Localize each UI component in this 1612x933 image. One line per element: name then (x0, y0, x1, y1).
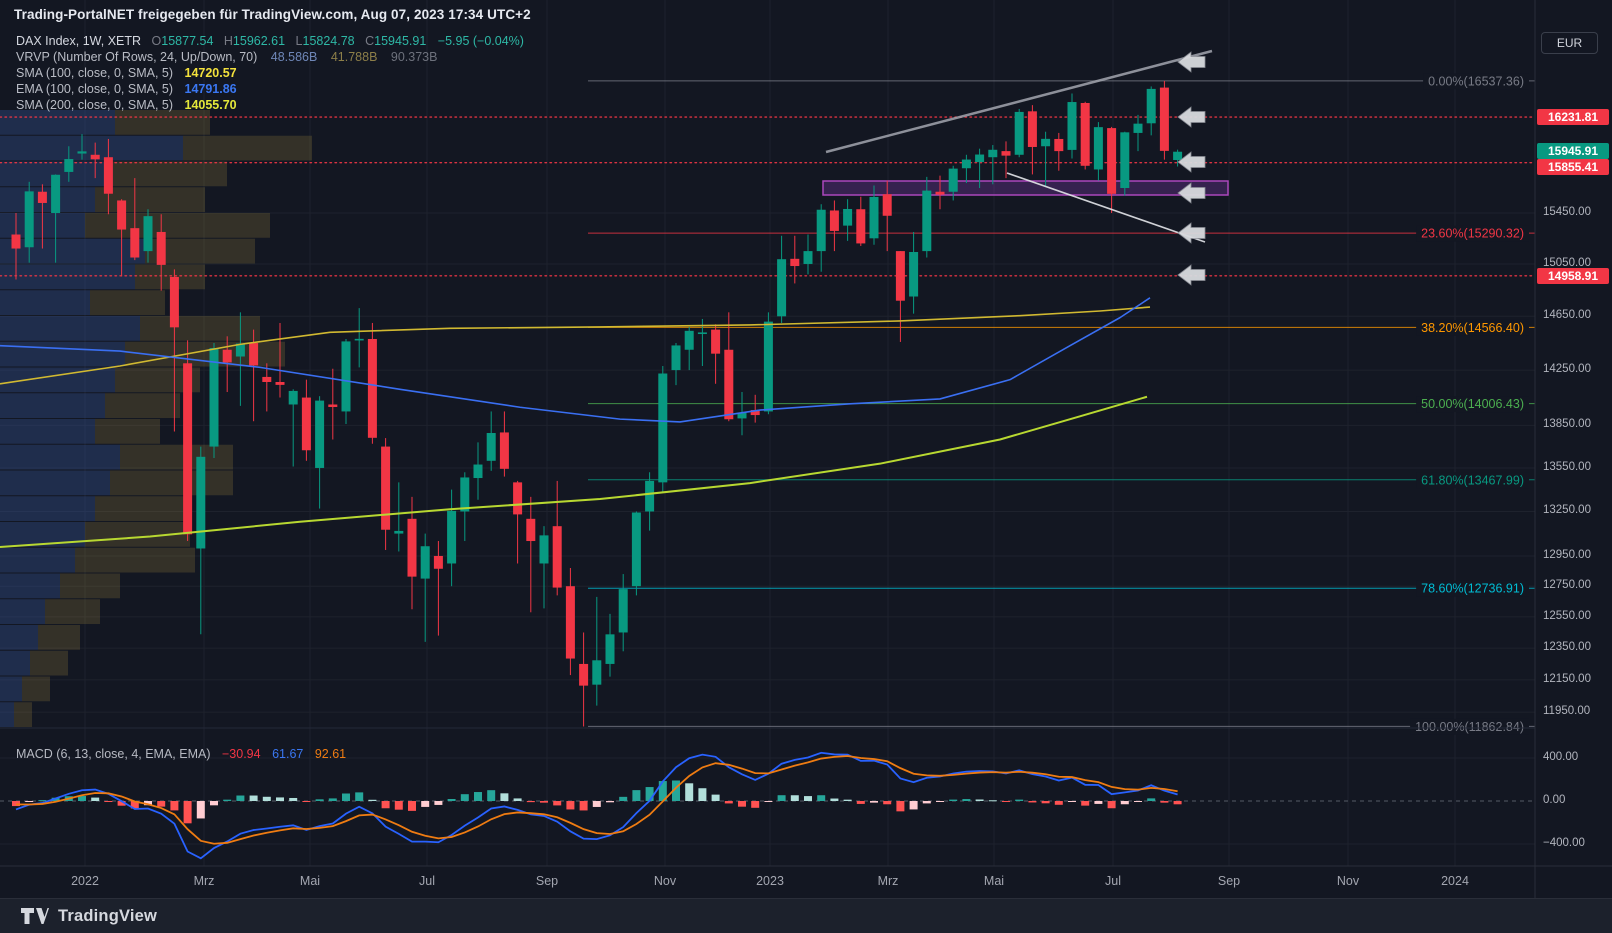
left-arrow-marker (1177, 182, 1206, 204)
fib-label: 100.00%(11862.84) (1415, 720, 1524, 734)
macd-pane (0, 751, 1535, 860)
currency-button[interactable]: EUR (1541, 32, 1598, 54)
fib-label: 0.00%(16537.36) (1428, 74, 1524, 88)
fib-label: 78.60%(12736.91) (1421, 582, 1524, 596)
fib-retracement[interactable]: 0.00%(16537.36) 23.60%(15290.32) 38.20%(14… (588, 73, 1535, 735)
sma-100-line[interactable] (0, 306, 1151, 385)
macd-line (15, 751, 1178, 860)
trend-line-up[interactable] (825, 49, 1213, 154)
grid (0, 0, 1535, 866)
sma-200-line[interactable] (0, 395, 1148, 548)
pane-borders (0, 0, 1612, 898)
macd-signal-line (15, 755, 1178, 845)
candlestick-series (11, 80, 1183, 727)
fib-label: 38.20%(14566.40) (1421, 321, 1524, 335)
alert-lines[interactable] (0, 116, 1536, 277)
left-arrow-marker (1177, 264, 1206, 286)
left-arrow-marker (1177, 51, 1206, 73)
trend-line-down[interactable] (1006, 172, 1206, 243)
ema-100-line[interactable] (0, 297, 1151, 423)
fib-label: 50.00%(14006.43) (1421, 397, 1524, 411)
fib-label: 23.60%(15290.32) (1421, 227, 1524, 241)
arrow-annotations[interactable] (1177, 51, 1206, 286)
left-arrow-marker (1177, 222, 1206, 244)
fib-label: 61.80%(13467.99) (1421, 473, 1524, 487)
left-arrow-marker (1177, 151, 1206, 173)
supply-zone-box[interactable] (822, 180, 1229, 196)
volume-profile (0, 110, 312, 727)
left-arrow-marker (1177, 106, 1206, 128)
